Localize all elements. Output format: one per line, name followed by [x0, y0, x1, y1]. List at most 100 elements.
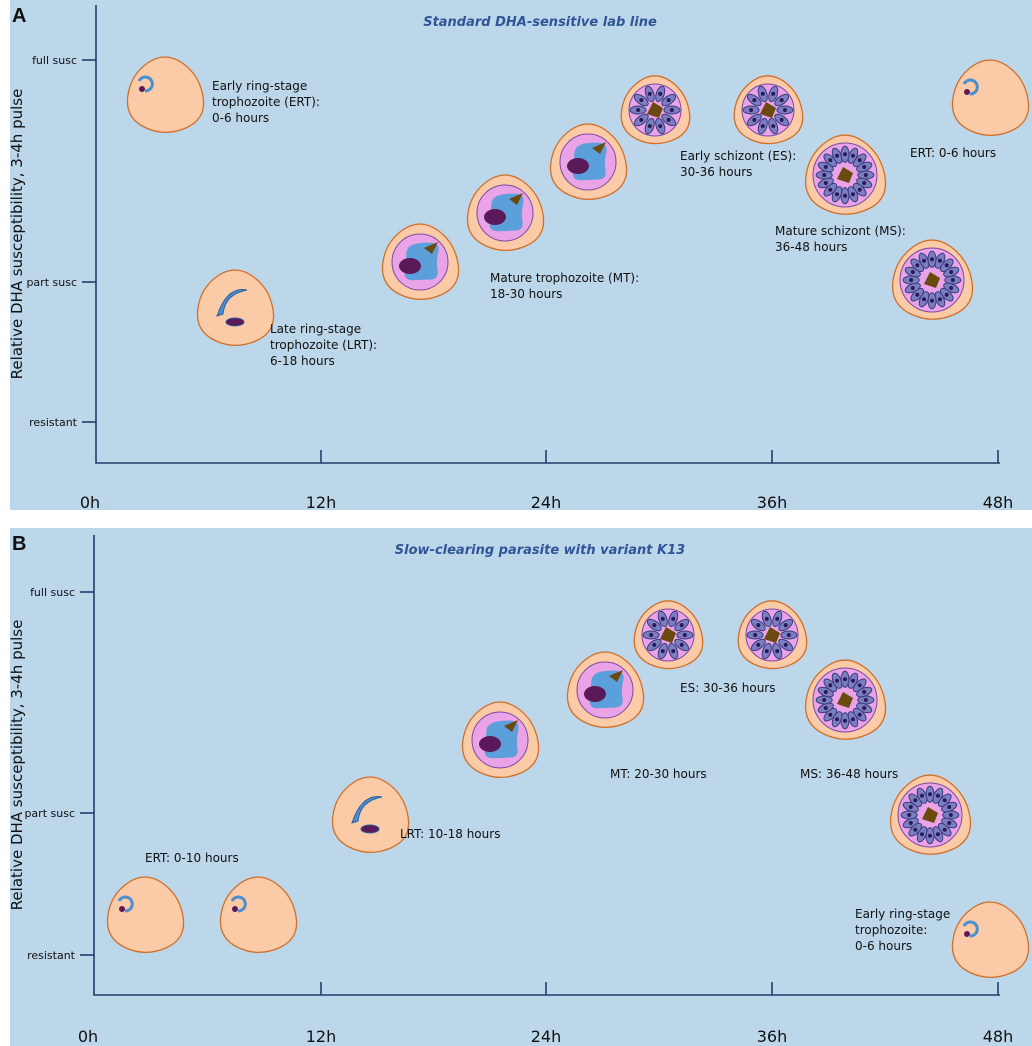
- parasite-cell: [733, 75, 804, 145]
- merozoite-nucleus: [660, 649, 665, 654]
- parasite-cell: [106, 876, 185, 954]
- stage-label: ERT: 0-6 hours: [910, 146, 996, 160]
- x-tick-label: 24h: [531, 493, 562, 512]
- parasite-cell: [891, 239, 974, 320]
- merozoite-nucleus: [823, 180, 828, 185]
- merozoite-nucleus: [775, 616, 780, 621]
- merozoite-nucleus: [639, 117, 644, 122]
- stage-label: LRT: 10-18 hours: [400, 827, 500, 841]
- merozoite-nucleus: [822, 173, 827, 177]
- pigment: [424, 242, 438, 254]
- merozoite-nucleus: [682, 633, 687, 637]
- merozoite-nucleus: [843, 718, 847, 723]
- nucleus: [584, 686, 606, 702]
- nucleus: [964, 931, 970, 937]
- y-axis-label: Relative DHA susceptibility, 3-4h pulse: [8, 89, 26, 380]
- merozoite-nucleus: [671, 616, 676, 621]
- parasite-cell: [620, 75, 691, 145]
- merozoite-nucleus: [828, 683, 833, 688]
- merozoite-nucleus: [857, 712, 862, 717]
- merozoite-nucleus: [937, 297, 942, 302]
- stage-label: ES: 30-36 hours: [680, 681, 775, 695]
- merozoite-nucleus: [910, 270, 915, 275]
- panel-background: [10, 528, 1032, 1046]
- stage-label: 0-6 hours: [212, 111, 269, 125]
- merozoite-nucleus: [950, 278, 955, 282]
- merozoite-nucleus: [679, 623, 684, 628]
- nucleus: [567, 158, 589, 174]
- pigment: [764, 627, 780, 643]
- merozoite-nucleus: [669, 108, 674, 112]
- merozoite-nucleus: [862, 690, 867, 695]
- merozoite-nucleus: [779, 98, 784, 103]
- parasite-cell: [219, 876, 298, 954]
- merozoite-nucleus: [756, 642, 761, 647]
- merozoite-nucleus: [823, 705, 828, 710]
- pigment: [647, 102, 663, 118]
- merozoite-nucleus: [658, 124, 663, 129]
- pigment: [592, 142, 606, 154]
- merozoite-nucleus: [636, 108, 641, 112]
- pigment: [609, 670, 623, 682]
- nucleus: [479, 736, 501, 752]
- stage-label: trophozoite (LRT):: [270, 338, 377, 352]
- merozoite-nucleus: [828, 712, 833, 717]
- merozoite-nucleus: [862, 180, 867, 185]
- pigment: [509, 193, 523, 205]
- merozoite-nucleus: [647, 91, 652, 96]
- merozoite-nucleus: [760, 124, 765, 129]
- ring: [230, 895, 247, 913]
- merozoite-nucleus: [850, 717, 855, 722]
- merozoite-nucleus: [947, 805, 952, 810]
- merozoite-nucleus: [862, 705, 867, 710]
- merozoite-nucleus: [913, 798, 918, 803]
- stage-label: Early schizont (ES):: [680, 149, 796, 163]
- stage-label: 6-18 hours: [270, 354, 335, 368]
- merozoite-nucleus: [764, 616, 769, 621]
- merozoite-nucleus: [863, 173, 868, 177]
- x-tick-label: 36h: [757, 1027, 788, 1046]
- nucleus: [964, 89, 970, 95]
- parasite-cell: [466, 174, 545, 252]
- merozoite-nucleus: [915, 263, 920, 268]
- parasite-cell: [633, 600, 704, 670]
- merozoite-nucleus: [671, 649, 676, 654]
- panel-title: Standard DHA-sensitive lab line: [423, 15, 657, 30]
- x-tick-label: 12h: [306, 1027, 337, 1046]
- merozoite-nucleus: [771, 91, 776, 96]
- stage-label: Mature trophozoite (MT):: [490, 271, 639, 285]
- merozoite-nucleus: [760, 91, 765, 96]
- merozoite-nucleus: [949, 285, 954, 290]
- stage-label: 0-6 hours: [855, 939, 912, 953]
- nucleus: [139, 86, 145, 92]
- merozoite-nucleus: [652, 623, 657, 628]
- merozoite-nucleus: [944, 263, 949, 268]
- merozoite-nucleus: [835, 717, 840, 722]
- axes: [93, 535, 1000, 996]
- y-tick-label: full susc: [30, 586, 75, 599]
- parasite-cell: [461, 701, 540, 779]
- merozoite-nucleus: [828, 187, 833, 192]
- merozoite-nucleus: [948, 813, 953, 817]
- ring: [137, 75, 154, 93]
- merozoite-nucleus: [935, 793, 940, 798]
- merozoite-nucleus: [775, 649, 780, 654]
- stage-label: Late ring-stage: [270, 322, 361, 336]
- nucleus: [225, 317, 245, 327]
- y-tick-label: resistant: [29, 416, 78, 429]
- merozoite-nucleus: [666, 98, 671, 103]
- merozoite-nucleus: [928, 792, 932, 797]
- parasite-cell: [196, 269, 275, 347]
- stage-label: Early ring-stage: [855, 907, 950, 921]
- merozoite-nucleus: [915, 292, 920, 297]
- merozoite-nucleus: [649, 633, 654, 637]
- parasite-cell: [951, 901, 1030, 979]
- nucleus: [399, 258, 421, 274]
- merozoite-nucleus: [928, 833, 932, 838]
- pigment: [504, 720, 518, 732]
- parasite-cell: [566, 651, 645, 729]
- parasite-cell: [126, 56, 205, 134]
- stage-label: Mature schizont (MS):: [775, 224, 906, 238]
- parasite-cell: [331, 776, 410, 854]
- parasite-cell: [549, 123, 628, 201]
